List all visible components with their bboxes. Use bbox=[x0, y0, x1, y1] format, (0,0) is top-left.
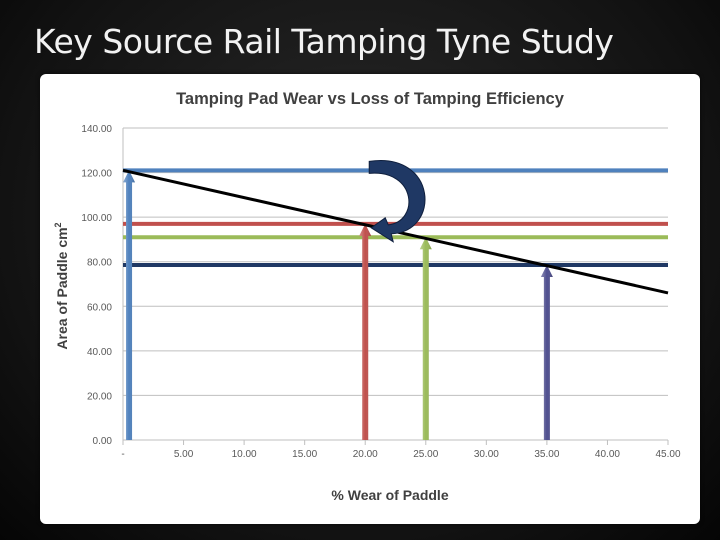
y-tick-label: 100.00 bbox=[81, 213, 112, 224]
y-axis-label: Area of Paddle cm2 bbox=[53, 222, 70, 349]
vertical-arrow-shading bbox=[123, 170, 136, 440]
vertical-arrow-shading bbox=[359, 223, 372, 440]
x-tick-label: 20.00 bbox=[353, 449, 378, 460]
chart-card: Tamping Pad Wear vs Loss of Tamping Effi… bbox=[40, 74, 700, 524]
y-tick-label: 80.00 bbox=[87, 258, 112, 269]
chart-title: Tamping Pad Wear vs Loss of Tamping Effi… bbox=[176, 90, 565, 108]
y-tick-labels: 0.00 20.00 40.00 60.00 80.00 100.00 120.00 140.… bbox=[81, 124, 112, 447]
x-axis-label: % Wear of Paddle bbox=[331, 487, 448, 503]
x-tick-label: - bbox=[121, 449, 124, 460]
y-tick-label: 0.00 bbox=[93, 436, 113, 447]
y-tick-label: 40.00 bbox=[87, 347, 112, 358]
x-tick-label: 10.00 bbox=[232, 449, 257, 460]
y-tick-label: 120.00 bbox=[81, 169, 112, 180]
x-tick-label: 5.00 bbox=[174, 449, 194, 460]
x-tick-label: 30.00 bbox=[474, 449, 499, 460]
vertical-arrow-shading bbox=[540, 265, 553, 440]
x-tick-label: 45.00 bbox=[655, 449, 680, 460]
x-tick-label: 25.00 bbox=[413, 449, 438, 460]
x-tick-label: 35.00 bbox=[534, 449, 559, 460]
x-tick-labels: - 5.00 10.00 15.00 20.00 25.00 30.00 35.00 40.00… bbox=[121, 449, 681, 460]
x-tick-label: 40.00 bbox=[595, 449, 620, 460]
y-tick-label: 60.00 bbox=[87, 302, 112, 313]
chart-svg: Tamping Pad Wear vs Loss of Tamping Effi… bbox=[53, 90, 681, 503]
y-axis-label-text: Area of Paddle cm bbox=[54, 227, 70, 349]
y-tick-label: 140.00 bbox=[81, 124, 112, 135]
slide-title: Key Source Rail Tamping Tyne Study bbox=[34, 22, 614, 61]
curved-arrow bbox=[368, 160, 426, 243]
grid bbox=[122, 127, 669, 445]
reference-lines bbox=[123, 168, 668, 268]
y-tick-label: 20.00 bbox=[87, 391, 112, 402]
y-axis-label-sup: 2 bbox=[53, 222, 63, 227]
x-tick-label: 15.00 bbox=[292, 449, 317, 460]
curved-arrow-group bbox=[368, 160, 426, 243]
arrows bbox=[123, 170, 553, 440]
vertical-arrow-shading bbox=[419, 237, 432, 440]
